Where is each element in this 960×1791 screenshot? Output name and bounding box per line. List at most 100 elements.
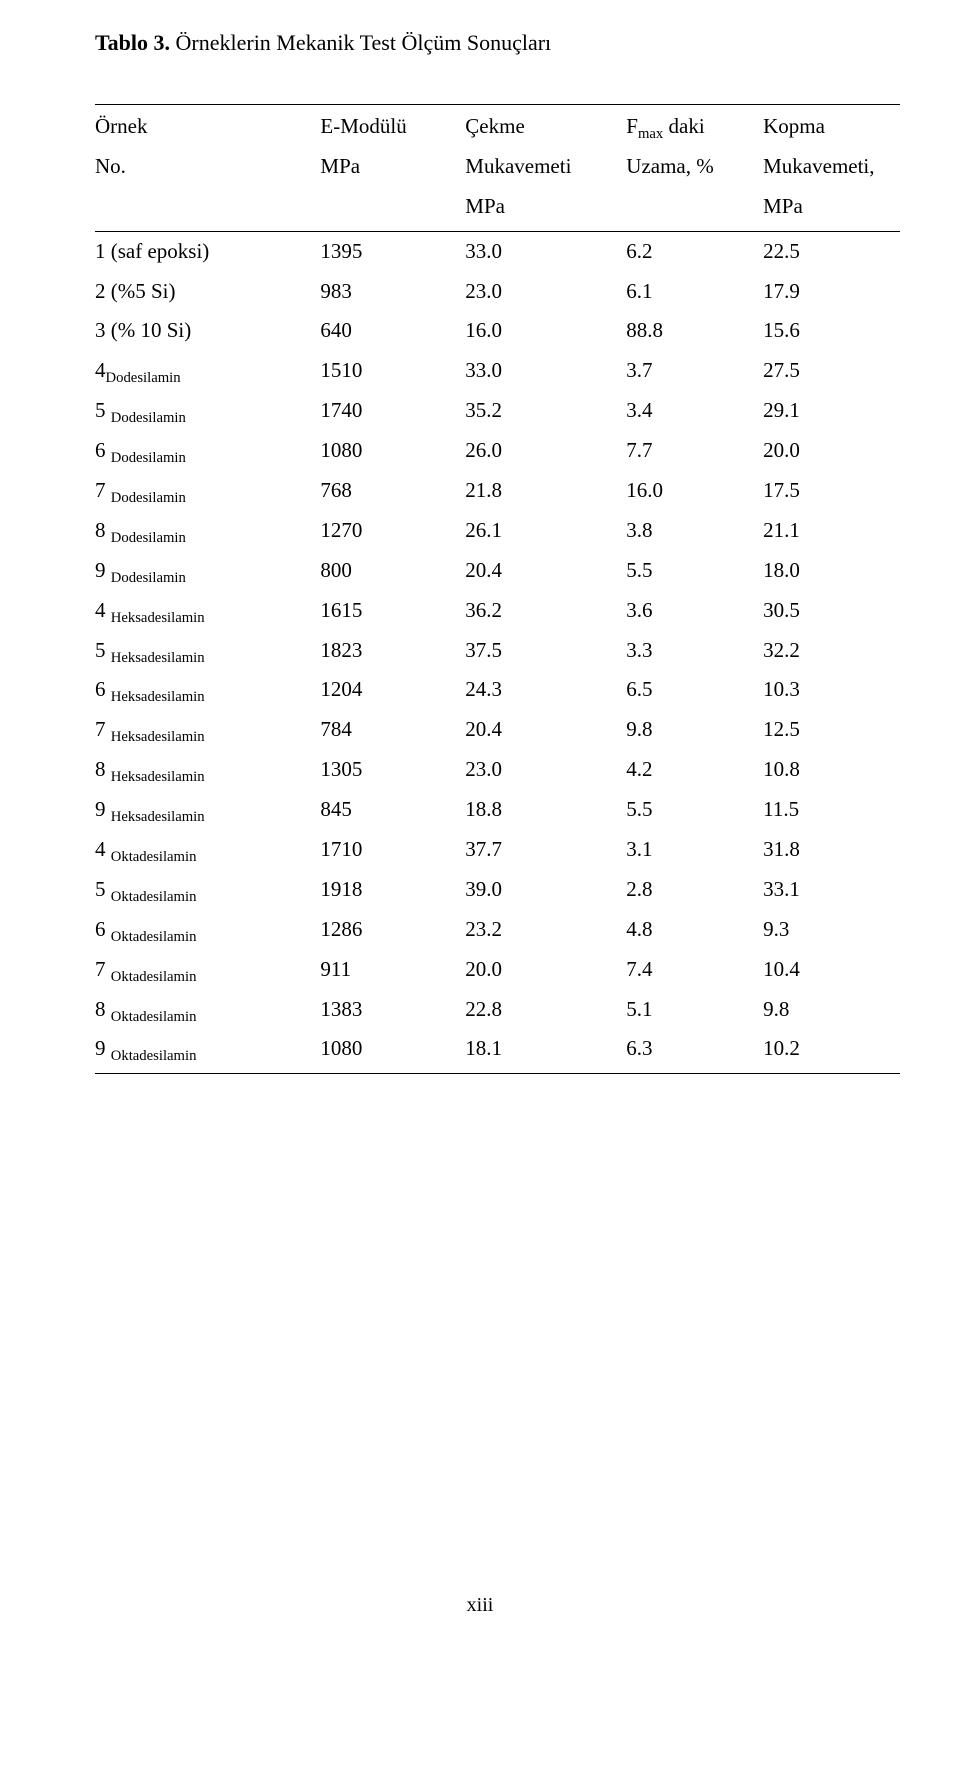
cell-value: 16.0 — [465, 311, 626, 351]
cell-sample: 5 Dodesilamin — [95, 391, 320, 431]
cell-value: 800 — [320, 551, 465, 591]
cell-value: 1080 — [320, 431, 465, 471]
cell-value: 6.1 — [626, 272, 763, 312]
cell-value: 27.5 — [763, 351, 900, 391]
cell-value: 10.3 — [763, 670, 900, 710]
table-row: 6 Oktadesilamin128623.24.89.3 — [95, 910, 900, 950]
cell-value: 10.2 — [763, 1029, 900, 1073]
cell-value: 7.4 — [626, 950, 763, 990]
cell-value: 3.7 — [626, 351, 763, 391]
cell-sample: 1 (saf epoksi) — [95, 231, 320, 271]
cell-value: 30.5 — [763, 591, 900, 631]
hdr-text: Uzama, % — [626, 154, 713, 178]
cell-value: 6.2 — [626, 231, 763, 271]
cell-value: 37.5 — [465, 631, 626, 671]
cell-sample: 9 Heksadesilamin — [95, 790, 320, 830]
cell-value: 6.5 — [626, 670, 763, 710]
hdr-text: Mukavemeti — [465, 154, 571, 178]
cell-value: 1270 — [320, 511, 465, 551]
cell-value: 1615 — [320, 591, 465, 631]
cell-sample: 9 Oktadesilamin — [95, 1029, 320, 1073]
cell-value: 3.1 — [626, 830, 763, 870]
cell-sample: 4 Oktadesilamin — [95, 830, 320, 870]
hdr-text: Çekme — [465, 114, 524, 138]
cell-value: 1918 — [320, 870, 465, 910]
cell-value: 24.3 — [465, 670, 626, 710]
cell-value: 3.8 — [626, 511, 763, 551]
cell-value: 88.8 — [626, 311, 763, 351]
table-row: 4 Heksadesilamin161536.23.630.5 — [95, 591, 900, 631]
cell-sample: 3 (% 10 Si) — [95, 311, 320, 351]
cell-value: 33.0 — [465, 351, 626, 391]
cell-value: 5.5 — [626, 551, 763, 591]
cell-value: 21.1 — [763, 511, 900, 551]
cell-value: 18.8 — [465, 790, 626, 830]
hdr-text: Kopma — [763, 114, 825, 138]
hdr-text: MPa — [763, 194, 803, 218]
table-row: 5 Dodesilamin174035.23.429.1 — [95, 391, 900, 431]
cell-sample: 9 Dodesilamin — [95, 551, 320, 591]
cell-value: 784 — [320, 710, 465, 750]
cell-value: 17.9 — [763, 272, 900, 312]
cell-value: 15.6 — [763, 311, 900, 351]
hdr-text: E-Modülü — [320, 114, 406, 138]
table-row: 6 Dodesilamin108026.07.720.0 — [95, 431, 900, 471]
cell-value: 20.0 — [465, 950, 626, 990]
cell-sample: 5 Oktadesilamin — [95, 870, 320, 910]
cell-value: 1740 — [320, 391, 465, 431]
table-row: 6 Heksadesilamin120424.36.510.3 — [95, 670, 900, 710]
cell-value: 7.7 — [626, 431, 763, 471]
cell-value: 11.5 — [763, 790, 900, 830]
cell-sample: 5 Heksadesilamin — [95, 631, 320, 671]
cell-value: 32.2 — [763, 631, 900, 671]
table-row: 4Dodesilamin151033.03.727.5 — [95, 351, 900, 391]
table-header: Örnek No. E-Modülü MPa Çekme Mukavemeti … — [95, 105, 900, 232]
cell-sample: 6 Oktadesilamin — [95, 910, 320, 950]
hdr-text: daki — [663, 114, 704, 138]
caption-text: Örneklerin Mekanik Test Ölçüm Sonuçları — [170, 30, 551, 55]
cell-value: 20.0 — [763, 431, 900, 471]
cell-value: 22.5 — [763, 231, 900, 271]
table-row: 9 Dodesilamin80020.45.518.0 — [95, 551, 900, 591]
cell-sample: 6 Dodesilamin — [95, 431, 320, 471]
cell-value: 4.2 — [626, 750, 763, 790]
cell-value: 10.4 — [763, 950, 900, 990]
cell-value: 29.1 — [763, 391, 900, 431]
cell-sample: 6 Heksadesilamin — [95, 670, 320, 710]
cell-value: 983 — [320, 272, 465, 312]
cell-value: 35.2 — [465, 391, 626, 431]
cell-value: 37.7 — [465, 830, 626, 870]
cell-value: 9.3 — [763, 910, 900, 950]
cell-value: 3.6 — [626, 591, 763, 631]
hdr-text: F — [626, 114, 638, 138]
table-row: 7 Dodesilamin76821.816.017.5 — [95, 471, 900, 511]
cell-value: 3.4 — [626, 391, 763, 431]
hdr-text: Mukavemeti, — [763, 154, 874, 178]
cell-value: 22.8 — [465, 990, 626, 1030]
hdr-text: Örnek — [95, 114, 147, 138]
table-row: 8 Oktadesilamin138322.85.19.8 — [95, 990, 900, 1030]
cell-value: 16.0 — [626, 471, 763, 511]
header-tensile: Çekme Mukavemeti MPa — [465, 105, 626, 232]
table-row: 9 Heksadesilamin84518.85.511.5 — [95, 790, 900, 830]
cell-value: 17.5 — [763, 471, 900, 511]
table-row: 1 (saf epoksi)139533.06.222.5 — [95, 231, 900, 271]
cell-value: 845 — [320, 790, 465, 830]
caption-bold: Tablo 3. — [95, 30, 170, 55]
cell-value: 768 — [320, 471, 465, 511]
cell-value: 6.3 — [626, 1029, 763, 1073]
hdr-text: MPa — [465, 194, 505, 218]
cell-sample: 7 Heksadesilamin — [95, 710, 320, 750]
cell-value: 31.8 — [763, 830, 900, 870]
cell-value: 3.3 — [626, 631, 763, 671]
table-row: 3 (% 10 Si)64016.088.815.6 — [95, 311, 900, 351]
cell-value: 9.8 — [763, 990, 900, 1030]
cell-value: 23.0 — [465, 272, 626, 312]
hdr-text: MPa — [320, 154, 360, 178]
cell-value: 26.1 — [465, 511, 626, 551]
cell-value: 1395 — [320, 231, 465, 271]
cell-value: 5.5 — [626, 790, 763, 830]
data-table: Örnek No. E-Modülü MPa Çekme Mukavemeti … — [95, 104, 900, 1074]
cell-value: 20.4 — [465, 710, 626, 750]
cell-value: 911 — [320, 950, 465, 990]
